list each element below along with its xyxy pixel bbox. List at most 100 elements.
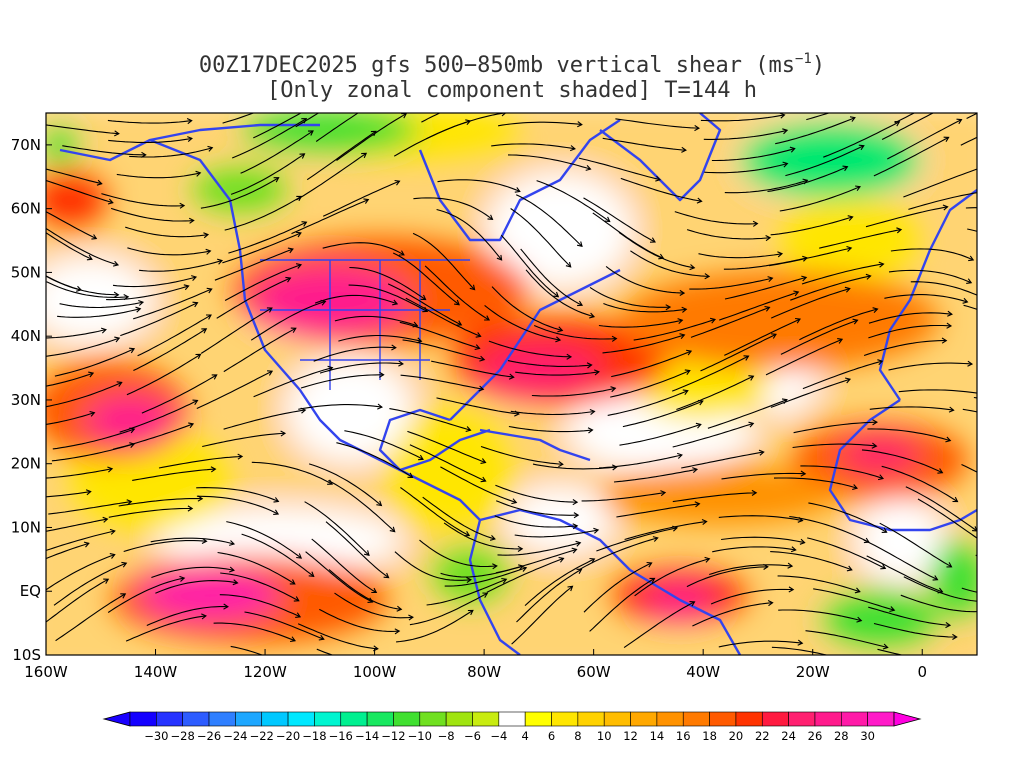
streamline (392, 252, 460, 306)
colorbar-label: −4 (490, 729, 507, 743)
streamline-arrowhead (852, 484, 859, 491)
streamline-arrowhead (844, 286, 851, 293)
streamline (443, 522, 523, 550)
streamline (322, 242, 405, 256)
lon-label: 20W (796, 663, 830, 681)
shear-shading (46, 113, 977, 655)
streamline-arrowhead (308, 571, 315, 578)
streamline-arrowhead (465, 426, 472, 433)
streamline (146, 606, 228, 627)
streamline (792, 443, 877, 449)
streamline-arrowhead (464, 531, 471, 537)
streamline-arrowhead (116, 381, 123, 387)
streamline-arrowhead (937, 468, 944, 474)
streamline-arrowhead (962, 297, 969, 304)
streamline-arrowhead (479, 355, 486, 362)
streamline-arrowhead (474, 344, 481, 351)
streamline-arrowhead (289, 579, 296, 585)
streamline (311, 538, 377, 593)
streamline-arrowhead (192, 399, 199, 406)
streamline-arrowhead (697, 399, 704, 406)
colorbar-label: −22 (250, 729, 274, 743)
streamline-arrowhead (978, 609, 982, 614)
streamline (253, 367, 333, 398)
lon-label: 120W (243, 663, 287, 681)
streamline (598, 454, 683, 469)
streamline (976, 283, 977, 285)
streamline-arrowhead (689, 601, 696, 607)
streamline (525, 269, 595, 318)
streamline-arrowhead (112, 260, 120, 267)
streamline (994, 605, 1024, 650)
streamline (108, 507, 193, 518)
streamline (790, 275, 871, 301)
streamline-arrowhead (865, 273, 872, 280)
streamline (873, 136, 949, 177)
streamline-arrowhead (300, 407, 307, 414)
streamline (703, 129, 788, 140)
streamline-arrowhead (480, 458, 487, 464)
streamline (46, 281, 129, 298)
streamline (494, 515, 578, 528)
streamline (334, 315, 418, 327)
streamline-arrowhead (764, 305, 771, 312)
streamline (867, 428, 951, 442)
colorbar-swatch (761, 711, 789, 727)
streamline-arrowhead (800, 470, 807, 477)
streamline (982, 449, 1024, 484)
streamline (484, 304, 561, 341)
streamline-arrowhead (572, 499, 579, 506)
streamline (879, 522, 952, 568)
streamline-arrowhead (232, 579, 239, 586)
streamline (151, 566, 235, 579)
streamline (982, 141, 1024, 163)
streamline-arrowhead (88, 371, 95, 378)
streamline-arrowhead (126, 499, 133, 506)
streamline-arrowhead (694, 124, 700, 132)
streamline (46, 554, 115, 591)
lon-label: 100W (353, 663, 397, 681)
colorbar-swatch (129, 711, 157, 727)
streamline-arrowhead (201, 328, 208, 334)
streamline-arrowhead (751, 489, 758, 496)
streamline-arrowhead (467, 609, 474, 616)
streamline-arrowhead (947, 310, 953, 317)
streamline-arrowhead (407, 472, 414, 478)
streamline (863, 340, 947, 357)
streamline (495, 500, 579, 516)
streamline-arrowhead (610, 386, 617, 393)
streamline-arrowhead (956, 118, 963, 125)
streamline-arrowhead (195, 170, 202, 177)
streamline-arrowhead (475, 332, 482, 338)
streamline-arrowhead (273, 509, 280, 515)
streamline (334, 592, 413, 619)
streamline (305, 551, 373, 603)
streamline (405, 297, 481, 337)
streamline (770, 216, 853, 236)
streamline (780, 319, 858, 355)
streamline-arrowhead (743, 355, 750, 361)
streamline-arrowhead (872, 419, 878, 426)
streamline (719, 291, 799, 321)
streamline (127, 247, 211, 256)
streamline (672, 492, 757, 503)
colorbar-label: 18 (702, 729, 717, 743)
streamline (46, 372, 94, 387)
streamline-arrowhead (296, 553, 303, 559)
streamline-arrowhead (484, 315, 491, 321)
streamline (603, 302, 687, 313)
colorbar-label: −6 (464, 729, 481, 743)
streamline-arrowhead (801, 275, 808, 282)
streamline (328, 480, 396, 533)
streamline (778, 609, 862, 622)
streamline (118, 498, 203, 507)
title-line2: [Only zonal component shaded] T=144 h (267, 78, 757, 103)
colorbar-swatch (814, 711, 842, 727)
streamline-arrowhead (765, 235, 772, 242)
streamline-arrowhead (121, 561, 128, 568)
streamline (46, 381, 122, 408)
colorbar-label: 6 (548, 729, 555, 743)
streamline (129, 147, 213, 158)
streamline-arrowhead (573, 512, 580, 519)
streamline (676, 375, 754, 411)
